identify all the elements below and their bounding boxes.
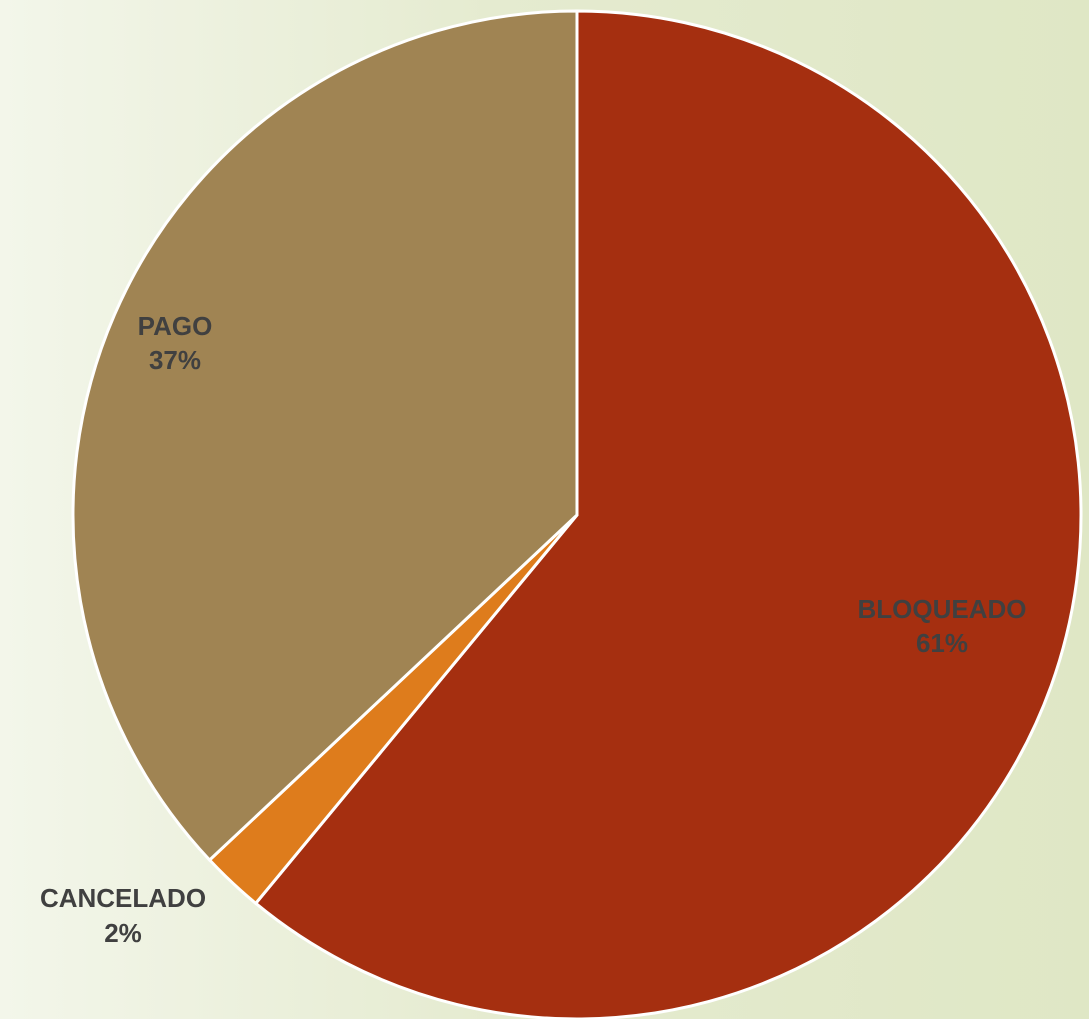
slice-label-pago: PAGO: [138, 311, 213, 341]
pie-slice-bloqueado: [253, 9, 1083, 1019]
pie-slice-pago: [71, 9, 579, 863]
slice-percent-bloqueado: 61%: [916, 628, 968, 658]
slice-percent-cancelado: 2%: [104, 918, 142, 948]
slice-percent-pago: 37%: [149, 345, 201, 375]
slice-label-bloqueado: BLOQUEADO: [858, 594, 1027, 624]
slice-label-cancelado: CANCELADO: [40, 883, 206, 913]
